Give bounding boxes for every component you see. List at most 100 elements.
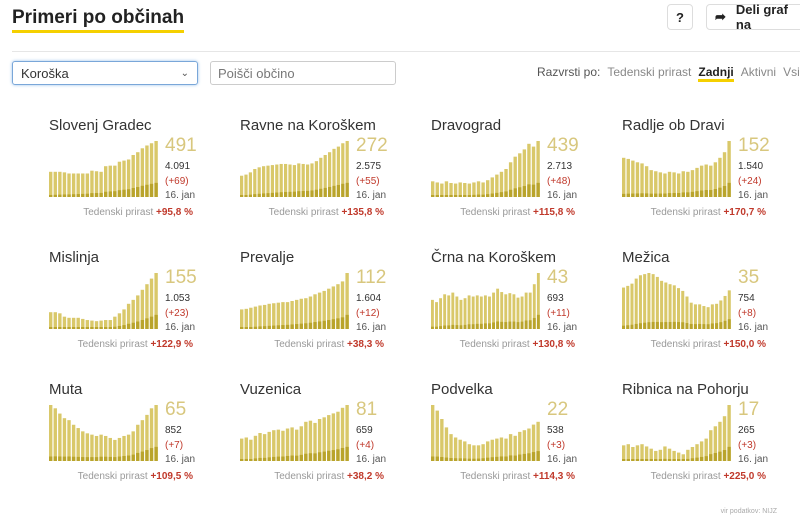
active-cases: 152: [738, 135, 770, 156]
daily-increase: (+8): [738, 308, 757, 319]
sort-option-all[interactable]: Vsi: [783, 65, 800, 79]
bar: [622, 157, 626, 197]
bar: [240, 438, 244, 461]
sort-option-weekly[interactable]: Tedenski prirast: [607, 65, 692, 79]
municipality-card[interactable]: Dravograd 439 2.713 (+48) 16. jan Tedens…: [431, 117, 611, 242]
growth-value: +38,3 %: [347, 339, 384, 350]
municipality-card[interactable]: Slovenj Gradec 491 4.091 (+69) 16. jan T…: [49, 117, 229, 242]
municipality-card[interactable]: Radlje ob Dravi 152 1.540 (+24) 16. jan …: [622, 117, 800, 242]
bar-new-cases: [244, 195, 248, 197]
municipality-card[interactable]: Ribnica na Pohorju 17 265 (+3) 16. jan T…: [622, 381, 800, 506]
total-cases: 538: [547, 425, 564, 436]
bar-new-cases: [702, 324, 706, 329]
bar-new-cases: [272, 456, 276, 461]
bar: [463, 441, 467, 461]
bar-new-cases: [449, 458, 453, 461]
bar: [704, 438, 708, 461]
bar-new-cases: [667, 459, 672, 461]
municipality-card[interactable]: Mežica 35 754 (+8) 16. jan Tedenski prir…: [622, 249, 800, 374]
bar-new-cases: [345, 182, 349, 197]
daily-increase: (+69): [165, 176, 189, 187]
municipality-card[interactable]: Prevalje 112 1.604 (+12) 16. jan Tedensk…: [240, 249, 420, 374]
daily-increase: (+7): [165, 440, 184, 451]
bar-new-cases: [67, 327, 71, 329]
bar-new-cases: [455, 325, 459, 329]
bar: [476, 181, 481, 197]
municipality-card[interactable]: Vuzenica 81 659 (+4) 16. jan Tedenski pr…: [240, 381, 420, 506]
bar-new-cases: [685, 323, 689, 329]
bar: [131, 431, 135, 461]
share-button[interactable]: ➦ Deli graf na: [706, 2, 800, 32]
bar: [319, 157, 323, 197]
bar: [681, 171, 685, 197]
bar: [340, 281, 345, 329]
bar-new-cases: [663, 193, 667, 197]
bar-new-cases: [647, 322, 651, 329]
active-cases: 439: [547, 135, 579, 156]
growth-label: Tedenski prirast: [268, 207, 339, 218]
municipality-card[interactable]: Muta 65 852 (+7) 16. jan Tedenski priras…: [49, 381, 229, 506]
bar-new-cases: [453, 195, 458, 197]
bar: [431, 405, 435, 461]
search-input[interactable]: Poišči občino: [210, 61, 396, 85]
bar: [513, 435, 517, 461]
municipality-name: Dravograd: [431, 117, 502, 134]
municipality-card[interactable]: Črna na Koroškem 43 693 (+11) 16. jan Te…: [431, 249, 611, 374]
sort-option-latest[interactable]: Zadnji: [698, 65, 734, 82]
bar: [145, 145, 149, 197]
bar: [332, 148, 336, 197]
bar: [690, 447, 695, 461]
bar: [345, 273, 349, 329]
municipality-card[interactable]: Mislinja 155 1.053 (+23) 16. jan Tedensk…: [49, 249, 229, 374]
bar: [304, 421, 308, 461]
bar-new-cases: [276, 456, 281, 461]
bar-new-cases: [331, 450, 336, 461]
bar-new-cases: [99, 192, 103, 197]
bar-new-cases: [695, 457, 699, 461]
bar: [472, 182, 476, 197]
bar-new-cases: [58, 456, 62, 461]
bar-new-cases: [136, 187, 140, 197]
bar-new-cases: [253, 326, 258, 329]
bar-new-cases: [654, 459, 658, 461]
bar-new-cases: [453, 458, 458, 461]
share-label: Deli graf na: [735, 2, 788, 32]
bar: [85, 433, 90, 461]
sort-option-active[interactable]: Aktivni: [740, 65, 777, 79]
bar: [322, 290, 326, 329]
bar: [677, 288, 681, 329]
bar-new-cases: [94, 327, 99, 329]
bar: [490, 177, 494, 197]
bar: [313, 422, 317, 461]
bar: [99, 320, 103, 329]
bar: [244, 308, 248, 329]
growth-label: Tedenski prirast: [460, 207, 531, 218]
bar-new-cases: [649, 459, 653, 461]
total-cases: 1.604: [356, 293, 382, 304]
bar-new-cases: [667, 193, 672, 197]
bar-new-cases: [58, 327, 62, 329]
bar: [715, 303, 719, 329]
bar-new-cases: [471, 324, 475, 329]
region-select[interactable]: Koroška ⌄: [12, 61, 198, 85]
date: 16. jan: [356, 190, 387, 201]
bar: [49, 405, 53, 461]
municipality-name: Muta: [49, 381, 83, 398]
bar: [336, 284, 340, 329]
municipality-card[interactable]: Podvelka 22 538 (+3) 16. jan Tedenski pr…: [431, 381, 611, 506]
bar-new-cases: [644, 193, 649, 197]
help-button[interactable]: ?: [667, 4, 693, 30]
bar: [431, 181, 435, 197]
bar: [272, 303, 276, 329]
bar-new-cases: [677, 193, 681, 197]
bar-new-cases: [631, 459, 635, 461]
bar-new-cases: [531, 452, 536, 461]
data-source: vir podatkov: NIJZ: [720, 508, 777, 515]
bar-new-cases: [660, 322, 664, 329]
bar-new-cases: [536, 182, 540, 197]
date: 16. jan: [356, 322, 387, 333]
weekly-growth: Tedenski prirast +150,0 %: [651, 339, 766, 350]
bar: [681, 290, 685, 329]
bar: [440, 183, 444, 197]
municipality-card[interactable]: Ravne na Koroškem 272 2.575 (+55) 16. ja…: [240, 117, 420, 242]
